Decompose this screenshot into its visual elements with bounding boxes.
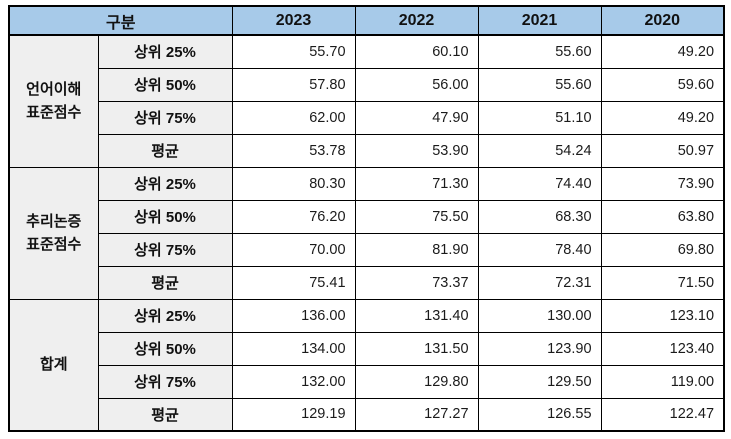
category-header: 구분 [8,5,233,36]
value-cell: 69.80 [600,232,725,267]
value-cell: 72.31 [477,265,602,300]
value-cell: 47.90 [354,100,479,135]
value-cell: 78.40 [477,232,602,267]
row-label-cell: 상위 75% [97,100,233,135]
value-cell: 50.97 [600,133,725,168]
value-cell: 53.78 [231,133,356,168]
value-cell: 126.55 [477,397,602,432]
table-row: 상위 50% 134.00 131.50 123.90 123.40 [9,331,725,366]
row-label-cell: 상위 25% [97,166,233,201]
value-cell: 56.00 [354,67,479,102]
row-label-cell: 상위 25% [97,298,233,333]
row-label-cell: 상위 50% [97,67,233,102]
value-cell: 122.47 [600,397,725,432]
value-cell: 59.60 [600,67,725,102]
table-row: 합계 상위 25% 136.00 131.40 130.00 123.10 [8,298,725,432]
value-cell: 129.19 [231,397,356,432]
group-cell-reasoning: 추리논증 표준점수 [8,166,99,300]
row-label-cell: 평균 [97,133,233,168]
value-cell: 63.80 [600,199,725,234]
value-cell: 57.80 [231,67,356,102]
value-cell: 55.60 [477,34,602,69]
value-cell: 129.50 [477,364,602,399]
value-cell: 75.50 [354,199,479,234]
score-table: 구분 2023 2022 2021 2020 언어이해 표준점수 상위 25% … [8,5,726,432]
value-cell: 75.41 [231,265,356,300]
value-cell: 131.50 [354,331,479,366]
table-row: 추리논증 표준점수 상위 25% 80.30 71.30 74.40 73.90 [8,166,725,300]
value-cell: 136.00 [231,298,356,333]
row-label-cell: 상위 75% [97,364,233,399]
value-cell: 49.20 [600,34,725,69]
row-label-cell: 상위 50% [97,331,233,366]
value-cell: 68.30 [477,199,602,234]
table-row: 상위 50% 76.20 75.50 68.30 63.80 [9,199,725,234]
row-label-cell: 상위 75% [97,232,233,267]
value-cell: 51.10 [477,100,602,135]
value-cell: 55.60 [477,67,602,102]
table-row: 평균 75.41 73.37 72.31 71.50 [9,265,725,300]
table-row: 상위 75% 132.00 129.80 129.50 119.00 [9,364,725,399]
value-cell: 62.00 [231,100,356,135]
value-cell: 130.00 [477,298,602,333]
row-label-cell: 평균 [97,265,233,300]
year-header-2021: 2021 [477,5,602,36]
value-cell: 53.90 [354,133,479,168]
table-row: 상위 50% 57.80 56.00 55.60 59.60 [9,67,725,102]
value-cell: 71.30 [354,166,479,201]
value-cell: 54.24 [477,133,602,168]
value-cell: 71.50 [600,265,725,300]
value-cell: 134.00 [231,331,356,366]
value-cell: 55.70 [231,34,356,69]
year-header-2023: 2023 [231,5,356,36]
value-cell: 127.27 [354,397,479,432]
row-label-cell: 상위 50% [97,199,233,234]
value-cell: 60.10 [354,34,479,69]
value-cell: 70.00 [231,232,356,267]
value-cell: 73.90 [600,166,725,201]
value-cell: 73.37 [354,265,479,300]
year-header-2022: 2022 [354,5,479,36]
value-cell: 81.90 [354,232,479,267]
value-cell: 123.10 [600,298,725,333]
value-cell: 49.20 [600,100,725,135]
value-cell: 119.00 [600,364,725,399]
group-cell-total: 합계 [8,298,99,432]
value-cell: 131.40 [354,298,479,333]
value-cell: 80.30 [231,166,356,201]
row-label-cell: 상위 25% [97,34,233,69]
table-row: 평균 53.78 53.90 54.24 50.97 [9,133,725,168]
header-row: 구분 2023 2022 2021 2020 [8,5,725,36]
table-row: 언어이해 표준점수 상위 25% 55.70 60.10 55.60 49.20 [8,34,725,168]
value-cell: 123.90 [477,331,602,366]
table-row: 상위 75% 62.00 47.90 51.10 49.20 [9,100,725,135]
group-cell-language: 언어이해 표준점수 [8,34,99,168]
value-cell: 129.80 [354,364,479,399]
value-cell: 132.00 [231,364,356,399]
value-cell: 74.40 [477,166,602,201]
year-header-2020: 2020 [600,5,725,36]
row-label-cell: 평균 [97,397,233,432]
value-cell: 123.40 [600,331,725,366]
value-cell: 76.20 [231,199,356,234]
table-row: 상위 75% 70.00 81.90 78.40 69.80 [9,232,725,267]
table-row: 평균 129.19 127.27 126.55 122.47 [9,397,725,432]
